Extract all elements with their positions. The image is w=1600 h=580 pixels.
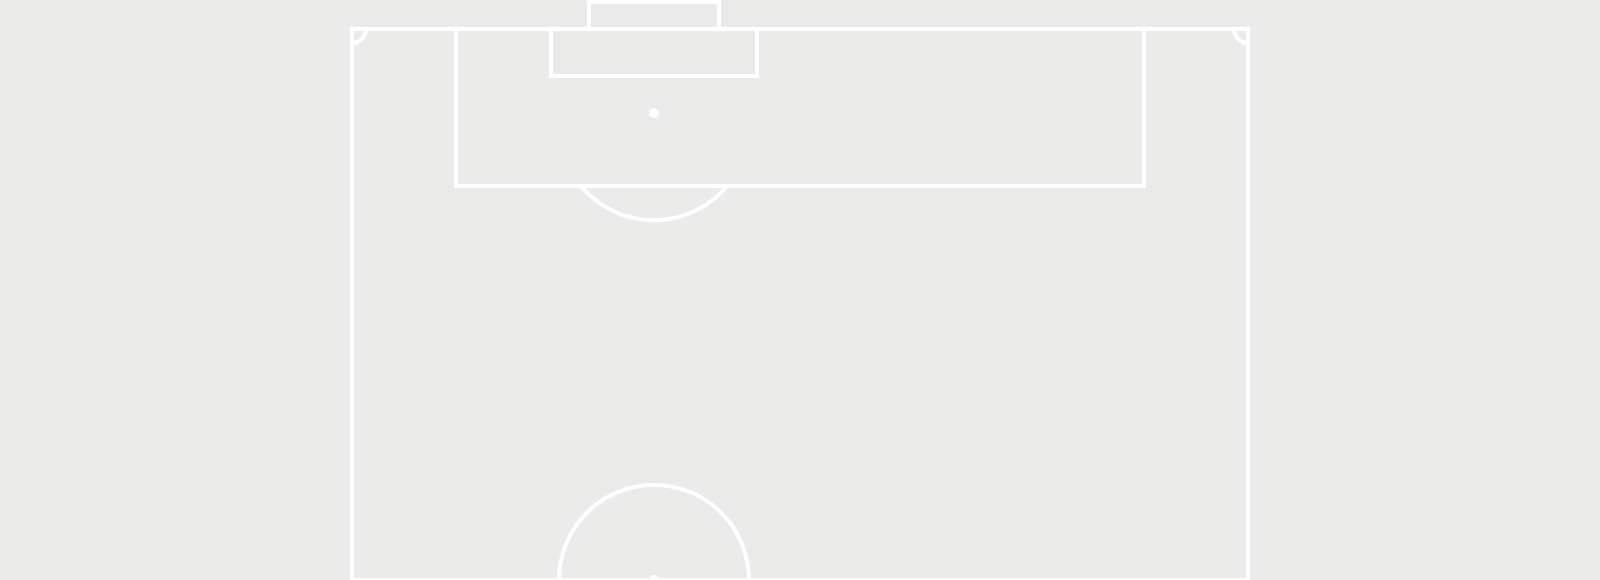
centre-spot xyxy=(649,575,659,580)
goal-area xyxy=(549,27,759,78)
corner-arc-right xyxy=(1232,28,1249,45)
penalty-area xyxy=(454,27,1146,188)
penalty-arc xyxy=(579,184,729,223)
centre-circle xyxy=(557,483,751,580)
penalty-spot xyxy=(649,108,659,118)
corner-arc-left xyxy=(351,28,368,45)
